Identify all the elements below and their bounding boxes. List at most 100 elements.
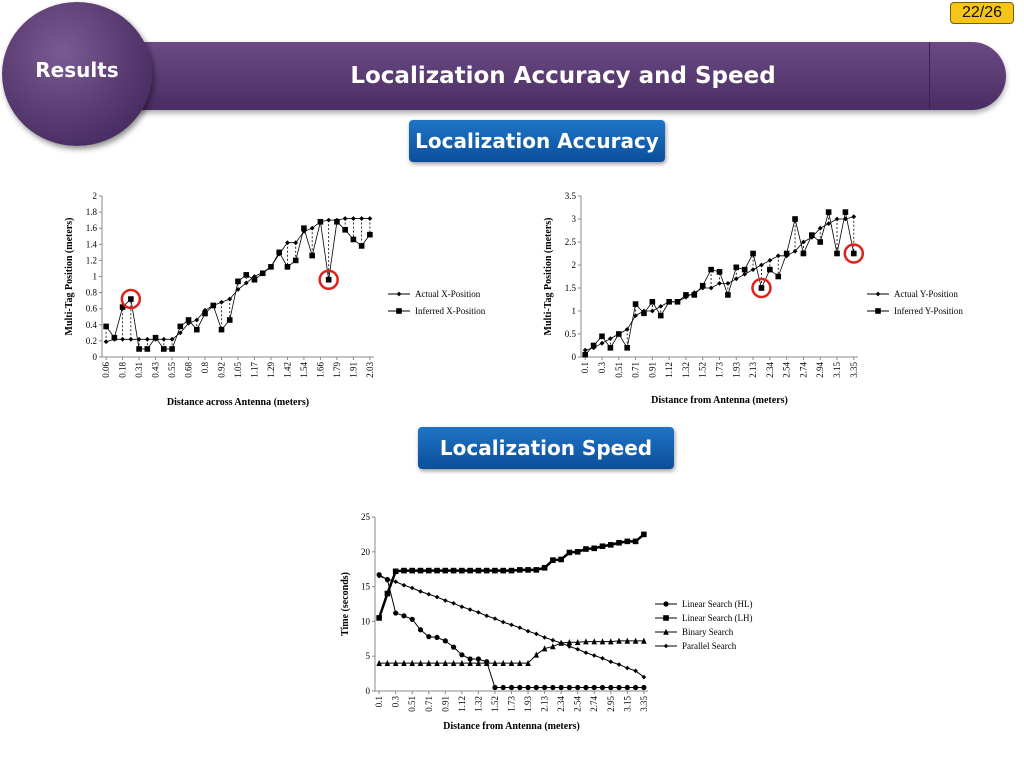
- x-tick-label: 0.1: [374, 696, 384, 707]
- data-point: [218, 326, 225, 333]
- data-point: [817, 239, 824, 245]
- data-point: [534, 631, 539, 637]
- x-tick-label: 1.42: [282, 362, 292, 378]
- data-point: [467, 607, 473, 612]
- data-point: [792, 216, 798, 222]
- data-point: [194, 317, 200, 323]
- data-point: [582, 347, 588, 353]
- data-point: [492, 567, 498, 574]
- data-point: [550, 557, 556, 563]
- data-point: [616, 539, 622, 546]
- data-point: [177, 323, 184, 330]
- x-tick-label: 2.34: [556, 696, 566, 712]
- data-point: [169, 346, 175, 352]
- y-tick-label: 0.6: [86, 304, 98, 314]
- data-point: [475, 656, 482, 662]
- x-tick-label: 2.13: [540, 696, 550, 712]
- data-point: [508, 659, 515, 666]
- y-tick-label: 5: [366, 651, 371, 661]
- legend-marker: [663, 628, 669, 635]
- data-point: [409, 585, 415, 591]
- data-point: [525, 659, 531, 666]
- data-point: [185, 317, 192, 323]
- data-point: [699, 282, 706, 289]
- data-point: [541, 565, 548, 571]
- x-tick-label: 0.18: [118, 362, 128, 378]
- y-tick-label: 1.4: [86, 239, 98, 249]
- banner-end-cap: [929, 42, 1006, 110]
- data-point: [608, 659, 614, 665]
- data-point: [567, 644, 572, 649]
- data-point: [384, 659, 391, 666]
- data-point: [301, 225, 307, 231]
- x-tick-label: 0.06: [101, 362, 111, 378]
- data-point: [616, 637, 622, 644]
- data-point: [541, 645, 548, 652]
- data-point: [443, 598, 448, 603]
- data-point: [633, 313, 638, 318]
- x-tick-label: 0.55: [167, 362, 177, 378]
- data-point: [418, 589, 423, 594]
- data-point: [492, 659, 498, 666]
- x-tick-label: 1.29: [266, 362, 276, 378]
- data-point: [492, 616, 498, 621]
- data-point: [509, 622, 514, 628]
- data-point: [792, 248, 798, 254]
- data-point: [409, 567, 416, 574]
- data-point: [591, 545, 598, 552]
- data-point: [425, 567, 432, 574]
- data-point: [210, 302, 217, 309]
- x-tick-label: 0.3: [597, 362, 607, 374]
- data-point: [202, 310, 208, 317]
- data-point: [342, 216, 348, 221]
- data-point: [376, 615, 382, 621]
- highlight-circle: [318, 269, 339, 290]
- data-point: [251, 276, 258, 283]
- data-point: [775, 253, 781, 259]
- highlight-circle: [120, 288, 142, 310]
- x-tick-label: 3.15: [832, 362, 842, 378]
- legend-label: Inferred X-Position: [415, 306, 486, 316]
- x-tick-label: 1.12: [664, 362, 674, 378]
- data-point: [434, 567, 440, 574]
- y-axis-title: Multi-Tag Position (meters): [543, 218, 554, 336]
- data-point: [442, 567, 449, 574]
- data-point: [120, 336, 126, 342]
- y-tick-label: 25: [361, 512, 371, 522]
- data-point: [649, 308, 655, 314]
- data-point: [467, 567, 473, 574]
- x-tick-label: 1.73: [507, 696, 517, 712]
- data-point: [459, 659, 465, 666]
- legend-marker: [663, 615, 669, 621]
- data-point: [475, 567, 482, 574]
- data-point: [658, 304, 664, 309]
- speed-heading: Localization Speed: [418, 427, 674, 469]
- data-point: [508, 684, 515, 691]
- data-point: [500, 619, 506, 625]
- data-point: [767, 258, 773, 263]
- data-point: [483, 567, 490, 574]
- x-tick-label: 1.79: [332, 362, 342, 378]
- data-point: [243, 280, 249, 286]
- data-point: [591, 638, 598, 645]
- data-point: [583, 546, 589, 552]
- data-point: [575, 646, 580, 652]
- y-tick-label: 1.2: [86, 255, 97, 265]
- data-point: [326, 217, 332, 223]
- data-point: [392, 568, 399, 575]
- data-point: [350, 236, 357, 243]
- data-point: [741, 266, 748, 273]
- data-point: [574, 549, 581, 555]
- data-point: [292, 257, 299, 264]
- data-point: [227, 296, 233, 302]
- data-point: [434, 634, 440, 641]
- data-point: [401, 567, 407, 574]
- x-tick-label: 1.93: [731, 362, 741, 378]
- data-point: [607, 638, 614, 645]
- legend-label: Linear Search (HL): [682, 599, 752, 609]
- x-tick-label: 2.34: [765, 362, 775, 378]
- data-point: [733, 264, 740, 271]
- data-point: [591, 653, 597, 658]
- x-tick-label: 1.93: [523, 696, 533, 712]
